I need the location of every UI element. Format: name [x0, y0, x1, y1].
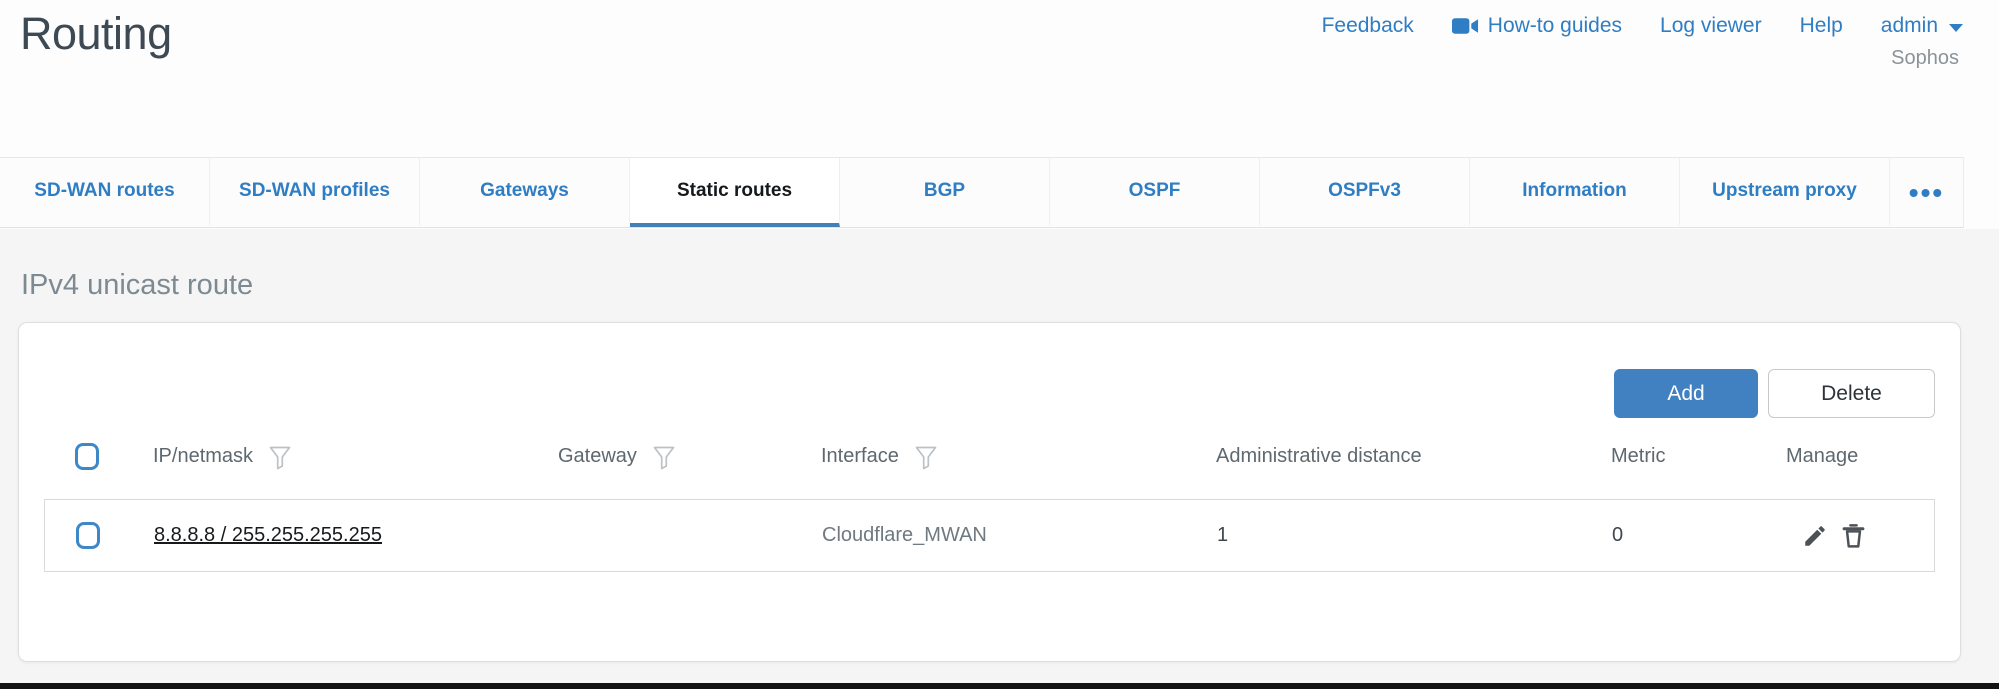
tab-bgp[interactable]: BGP: [840, 158, 1050, 227]
feedback-link[interactable]: Feedback: [1322, 14, 1414, 38]
top-header: Routing Feedback How-to guides Log viewe…: [0, 0, 1999, 157]
feedback-label: Feedback: [1321, 14, 1414, 37]
section-title: IPv4 unicast route: [21, 269, 254, 301]
header-ip-netmask: IP/netmask: [153, 443, 558, 470]
interface-cell: Cloudflare_MWAN: [822, 524, 987, 546]
tab-static-routes[interactable]: Static routes: [630, 158, 840, 227]
tab-sd-wan-routes[interactable]: SD-WAN routes: [0, 158, 210, 227]
howto-guides-label: How-to guides: [1487, 14, 1623, 37]
admin-distance-cell: 1: [1217, 524, 1229, 546]
gateway-filter-icon[interactable]: [652, 445, 676, 470]
brand-label: Sophos: [1891, 47, 1959, 69]
edit-pencil-icon[interactable]: [1802, 523, 1828, 549]
tab-sd-wan-profiles[interactable]: SD-WAN profiles: [210, 158, 420, 227]
add-button[interactable]: Add: [1614, 369, 1758, 418]
delete-trash-icon[interactable]: [1841, 522, 1866, 549]
tab-information[interactable]: Information: [1470, 158, 1680, 227]
header-checkbox-cell: [44, 442, 153, 470]
row-checkbox[interactable]: [76, 522, 100, 549]
tab-upstream-proxy[interactable]: Upstream proxy: [1680, 158, 1890, 227]
routing-tab-bar: SD-WAN routes SD-WAN profiles Gateways S…: [0, 157, 1964, 228]
row-checkbox-cell: [45, 522, 154, 549]
header-interface: Interface: [821, 443, 1216, 470]
select-all-checkbox[interactable]: [75, 442, 99, 470]
tab-gateways[interactable]: Gateways: [420, 158, 630, 227]
video-camera-icon: [1451, 17, 1479, 35]
static-routes-panel: Add Delete IP/netmask Gateway: [18, 322, 1961, 662]
ip-netmask-link[interactable]: 8.8.8.8 / 255.255.255.255: [154, 524, 382, 546]
tab-ospfv3[interactable]: OSPFv3: [1260, 158, 1470, 227]
delete-button[interactable]: Delete: [1768, 369, 1935, 418]
interface-filter-icon[interactable]: [914, 445, 938, 470]
log-viewer-link[interactable]: Log viewer: [1660, 14, 1762, 38]
ip-netmask-filter-icon[interactable]: [268, 445, 292, 470]
ip-netmask-label: IP/netmask: [153, 444, 254, 467]
top-nav: Feedback How-to guides Log viewer Help a…: [1322, 14, 1963, 38]
table-toolbar: Add Delete: [44, 369, 1935, 418]
more-tabs-button[interactable]: •••: [1908, 176, 1945, 208]
howto-guides-link[interactable]: How-to guides: [1451, 14, 1623, 38]
help-label: Help: [1799, 14, 1843, 37]
log-viewer-label: Log viewer: [1660, 14, 1762, 37]
admin-label: admin: [1880, 14, 1938, 37]
tab-ospf[interactable]: OSPF: [1050, 158, 1260, 227]
chevron-down-icon: [1949, 23, 1963, 32]
header-admin-distance: Administrative distance: [1216, 444, 1422, 467]
table-header-row: IP/netmask Gateway Interface: [44, 435, 1935, 477]
metric-cell: 0: [1612, 524, 1624, 546]
header-manage: Manage: [1786, 444, 1859, 467]
window-bottom-edge: [0, 683, 1999, 689]
page-title: Routing: [20, 8, 172, 59]
table-row: 8.8.8.8 / 255.255.255.255 Cloudflare_MWA…: [44, 499, 1935, 572]
manage-cell: [1787, 522, 1934, 549]
content-area: IPv4 unicast route Add Delete IP/netmask…: [0, 229, 1999, 683]
interface-label: Interface: [821, 444, 899, 467]
header-metric: Metric: [1611, 444, 1666, 467]
admin-menu[interactable]: admin: [1881, 14, 1963, 38]
header-gateway: Gateway: [558, 443, 821, 470]
gateway-label: Gateway: [558, 444, 637, 467]
help-link[interactable]: Help: [1800, 14, 1843, 38]
